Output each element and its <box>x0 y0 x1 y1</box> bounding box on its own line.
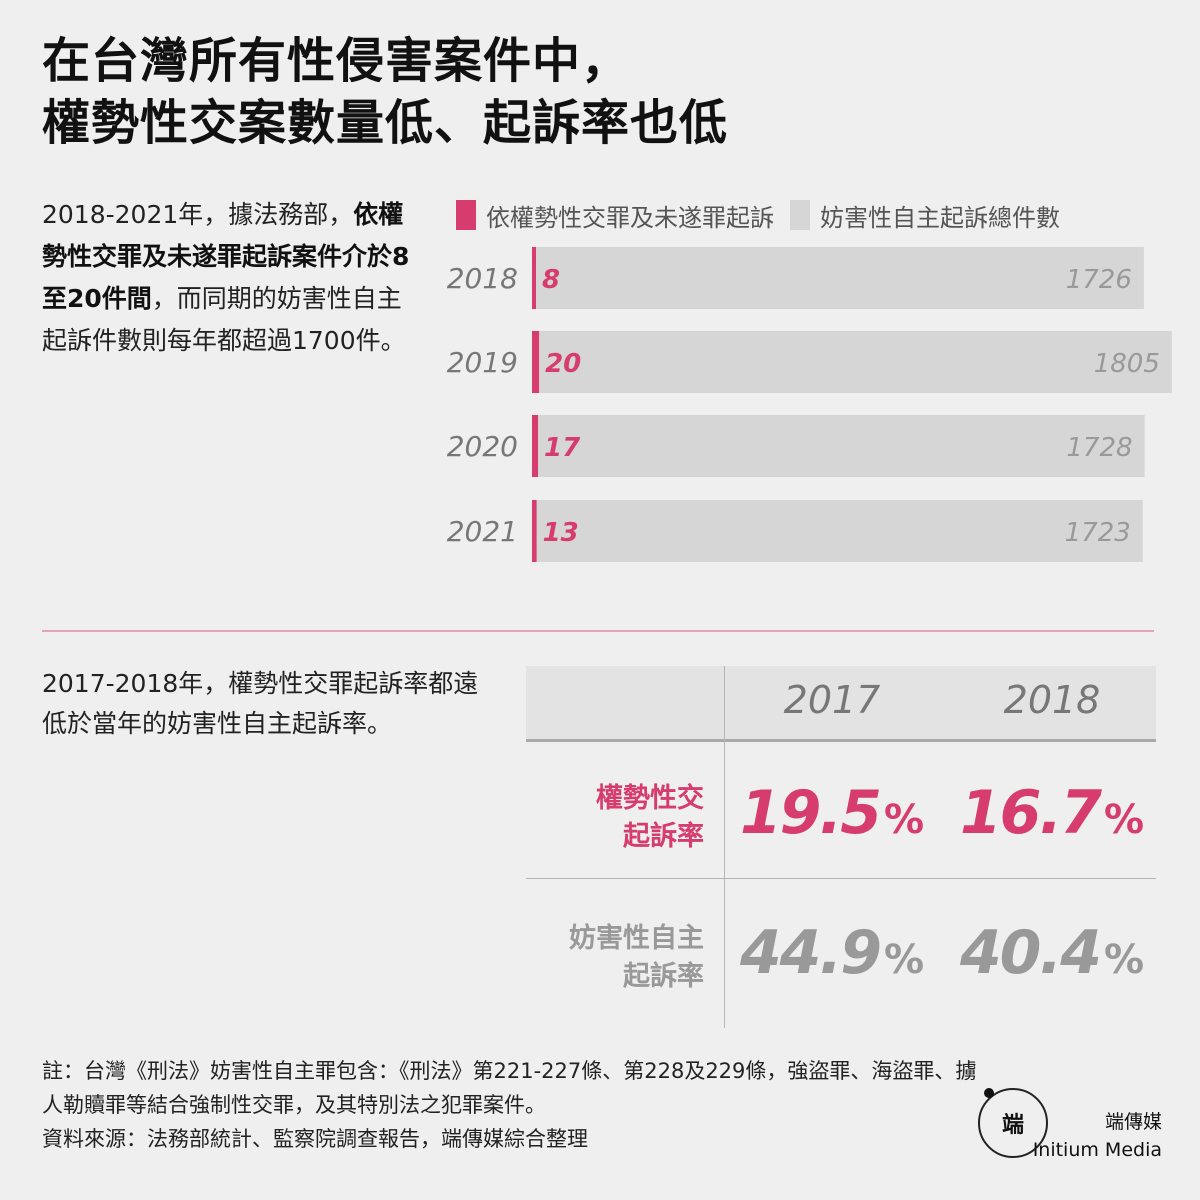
row-label-sexual-autonomy-line1: 妨害性自主 <box>569 923 704 954</box>
section-divider <box>42 630 1154 632</box>
bar-total-2019 <box>532 331 1172 393</box>
rate-sexual-autonomy-2018: 40.4% <box>942 918 1162 988</box>
value-label-power-sex-2019: 20 <box>545 349 581 379</box>
rate-power-sex-2018: 16.7% <box>942 778 1162 848</box>
year-label-2020: 2020 <box>447 430 518 463</box>
value-label-total-2018: 1726 <box>1066 265 1132 295</box>
rate-value: 19.5 <box>739 778 882 848</box>
rate-value: 44.9 <box>739 918 882 988</box>
legend-item-gray: 妨害性自主起訴總件數 <box>790 198 1060 233</box>
brand-name-en: Initium Media <box>1032 1139 1162 1161</box>
logo-dot <box>984 1088 994 1098</box>
rate-unit: % <box>1103 937 1145 983</box>
title-line-2: 權勢性交案數量低、起訴率也低 <box>42 95 729 151</box>
initium-logo-icon: 端 <box>978 1088 1048 1158</box>
year-label-2018: 2018 <box>447 262 518 295</box>
table-year-2017: 2017 <box>783 678 881 722</box>
intro-text-2: ，而同期的妨害性自主起訴件數則每年都超過1700件。 <box>42 284 406 355</box>
legend-swatch-gray <box>790 200 810 230</box>
rate-unit: % <box>1103 797 1145 843</box>
table-column-rule <box>724 666 725 1028</box>
bar-chart: 2018 8 1726 2019 20 1805 2020 17 1728 2021 13 1723 <box>447 247 1172 562</box>
footnote: 註：台灣《刑法》妨害性自主罪包含：《刑法》第221-227條、第228及229條… <box>42 1059 977 1117</box>
bar-total-2021 <box>532 500 1143 562</box>
row-label-sexual-autonomy: 妨害性自主 起訴率 <box>526 920 704 996</box>
bar-power-sex-2020 <box>532 415 539 477</box>
legend-label-pink: 依權勢性交罪及未遂罪起訴 <box>486 203 774 232</box>
section2-paragraph: 2017-2018年，權勢性交罪起訴率都遠低於當年的妨害性自主起訴率。 <box>42 669 479 738</box>
value-label-power-sex-2020: 17 <box>544 433 581 463</box>
bar-total-2020 <box>532 415 1145 477</box>
brand-name-zh: 端傳媒 <box>1104 1111 1162 1133</box>
row-label-power-sex-line2: 起訴率 <box>623 821 704 852</box>
table-row-rule <box>526 878 1156 879</box>
footer-notes: 註：台灣《刑法》妨害性自主罪包含：《刑法》第221-227條、第228及229條… <box>42 1054 982 1156</box>
rate-power-sex-2017: 19.5% <box>722 778 942 848</box>
logo-glyph: 端 <box>1001 1113 1024 1138</box>
table-header-rule <box>526 739 1156 742</box>
value-label-power-sex-2021: 13 <box>543 518 579 548</box>
value-label-power-sex-2018: 8 <box>542 265 560 295</box>
bar-power-sex-2018 <box>532 247 536 309</box>
rate-unit: % <box>883 797 925 843</box>
table-year-2018: 2018 <box>1003 678 1101 722</box>
legend-label-gray: 妨害性自主起訴總件數 <box>820 203 1060 232</box>
row-label-sexual-autonomy-line2: 起訴率 <box>623 961 704 992</box>
brand-name: 端傳媒 Initium Media <box>1033 1108 1162 1164</box>
table-header-background <box>526 666 1156 740</box>
rate-unit: % <box>883 937 925 983</box>
row-label-power-sex-line1: 權勢性交 <box>596 783 704 814</box>
bar-total-2018 <box>532 247 1144 309</box>
row-label-power-sex: 權勢性交 起訴率 <box>526 780 704 856</box>
bar-power-sex-2019 <box>532 331 540 393</box>
year-label-2019: 2019 <box>447 346 518 379</box>
value-label-total-2021: 1723 <box>1065 518 1131 548</box>
page-title: 在台灣所有性侵害案件中， 權勢性交案數量低、起訴率也低 <box>42 30 728 154</box>
legend-swatch-pink <box>456 200 476 230</box>
year-label-2021: 2021 <box>447 515 518 548</box>
intro-text-bold: 依權勢性交罪及未遂罪起訴案件介於8至20件間 <box>42 200 410 313</box>
intro-paragraph: 2018-2021年，據法務部，依權勢性交罪及未遂罪起訴案件介於8至20件間，而… <box>42 194 422 362</box>
rate-sexual-autonomy-2017: 44.9% <box>722 918 942 988</box>
rate-value: 40.4 <box>959 918 1102 988</box>
value-label-total-2020: 1728 <box>1066 433 1132 463</box>
chart-legend: 依權勢性交罪及未遂罪起訴 妨害性自主起訴總件數 <box>456 196 1076 234</box>
rate-value: 16.7 <box>959 778 1102 848</box>
legend-item-pink: 依權勢性交罪及未遂罪起訴 <box>456 198 774 233</box>
value-label-total-2019: 1805 <box>1094 349 1160 379</box>
intro-text-1: 2018-2021年，據法務部， <box>42 200 354 229</box>
bar-power-sex-2021 <box>532 500 537 562</box>
title-line-1: 在台灣所有性侵害案件中， <box>42 33 631 89</box>
source-line: 資料來源：法務部統計、監察院調查報告，端傳媒綜合整理 <box>42 1127 588 1151</box>
